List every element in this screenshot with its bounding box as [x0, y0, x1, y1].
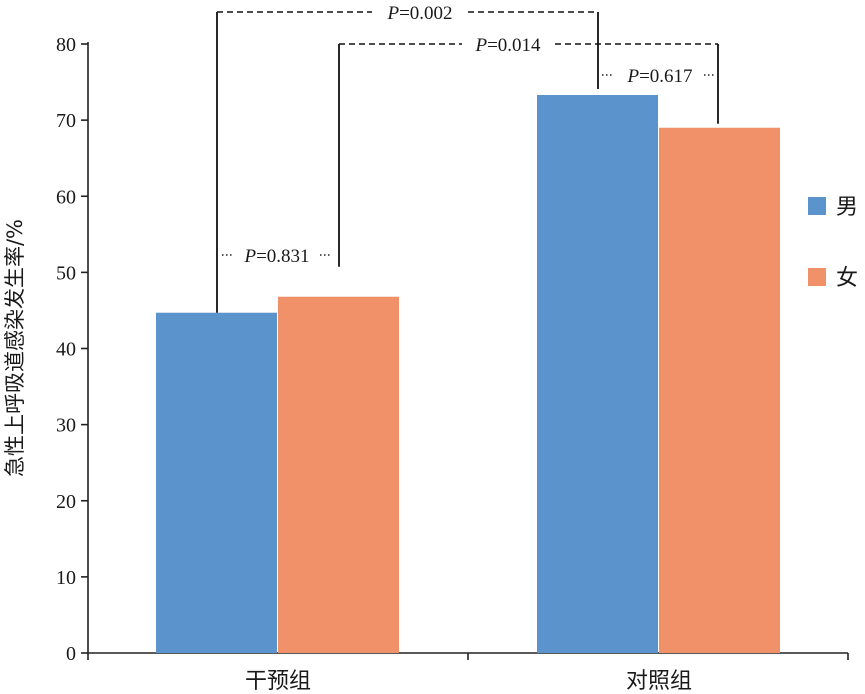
p-value-label: P=0.014 — [474, 35, 541, 56]
x-axis: 干预组 对照组 — [87, 652, 849, 694]
y-tick-label: 20 — [56, 491, 76, 513]
y-tick-label: 70 — [56, 110, 76, 132]
y-tick-label: 10 — [56, 567, 76, 589]
y-tick-label: 50 — [56, 262, 76, 284]
y-axis: 0 10 20 30 40 50 60 70 80 — [56, 34, 89, 665]
y-tick-label: 60 — [56, 186, 76, 208]
legend: 男女 — [808, 195, 858, 291]
bar — [278, 296, 399, 653]
p-value: =0.617 — [639, 66, 692, 87]
y-tick-label: 80 — [56, 34, 76, 56]
legend-label: 女 — [836, 266, 858, 291]
p-symbol: P — [626, 66, 639, 87]
y-tick-label: 40 — [56, 339, 76, 361]
p-value: =0.002 — [399, 3, 452, 24]
p-value-label: P=0.831 — [243, 246, 309, 267]
bar — [659, 127, 780, 654]
p-symbol: P — [386, 3, 399, 24]
p-value: =0.831 — [256, 246, 309, 267]
y-tick-label: 30 — [56, 415, 76, 437]
legend-swatch — [808, 268, 826, 286]
legend-swatch — [808, 197, 826, 215]
x-tick-label: 对照组 — [626, 669, 692, 694]
legend-label: 男 — [836, 195, 858, 220]
bars — [156, 95, 780, 654]
p-symbol: P — [474, 35, 487, 56]
y-tick-label: 0 — [66, 643, 76, 665]
p-value: =0.014 — [487, 35, 541, 56]
bar — [156, 312, 277, 653]
bar — [537, 95, 658, 653]
x-tick-label: 干预组 — [245, 669, 311, 694]
p-value-label: P=0.002 — [386, 3, 452, 24]
y-axis-label: 急性上呼吸道感染发生率/% — [3, 219, 27, 477]
p-value-label: P=0.617 — [626, 66, 692, 87]
p-symbol: P — [243, 246, 256, 267]
